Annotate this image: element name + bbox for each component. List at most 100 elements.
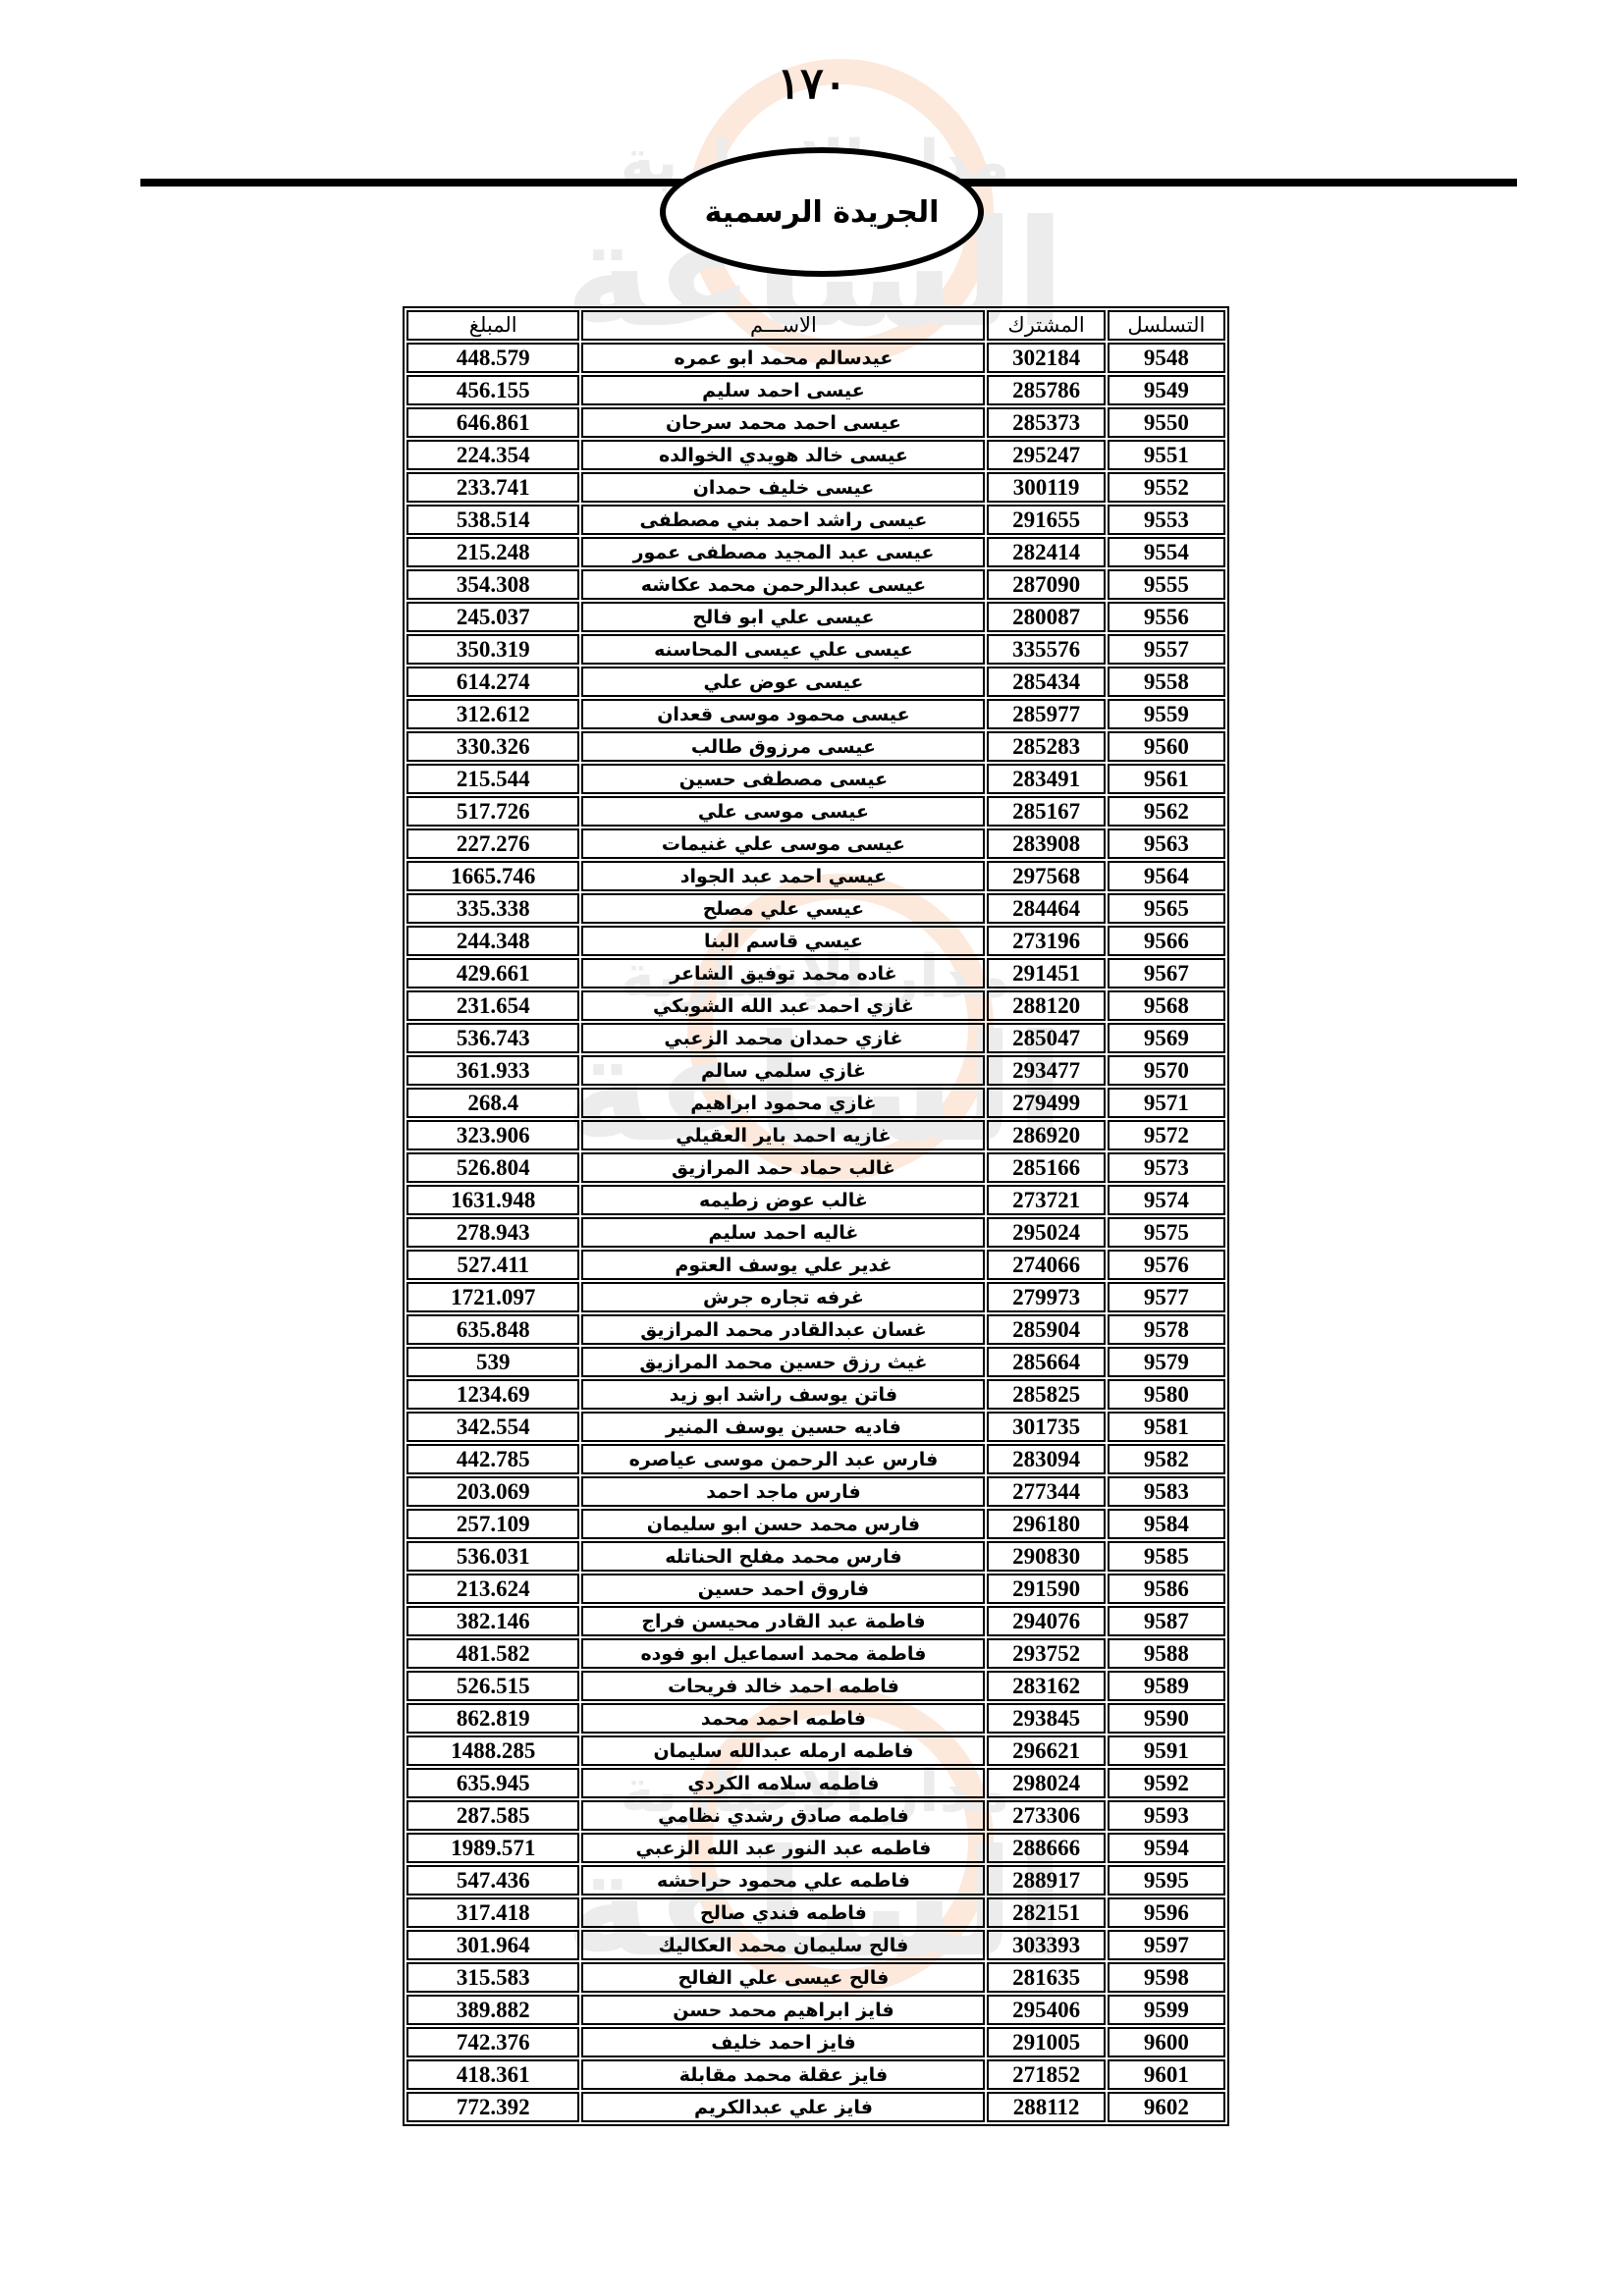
table-row: 9586 291590 فاروق احمد حسين 213.624 bbox=[406, 1574, 1225, 1604]
serial-cell: 9599 bbox=[1107, 1995, 1225, 2025]
name-cell: عيسى علي ابو فالح bbox=[581, 602, 986, 632]
name-cell: فاطمة عبد القادر محيسن فراج bbox=[581, 1606, 986, 1636]
subscriber-cell: 291590 bbox=[987, 1574, 1106, 1604]
subscriber-cell: 280087 bbox=[987, 602, 1106, 632]
table-row: 9601 271852 فايز عقلة محمد مقابلة 418.361 bbox=[406, 2059, 1225, 2090]
name-cell: عيسى موسى علي bbox=[581, 796, 986, 827]
name-cell: فاطمه فندي صالح bbox=[581, 1897, 986, 1928]
table-row: 9549 285786 عيسى احمد سليم 456.155 bbox=[406, 375, 1225, 405]
subscriber-cell: 285977 bbox=[987, 699, 1106, 729]
serial-cell: 9600 bbox=[1107, 2027, 1225, 2057]
table-row: 9589 283162 فاطمه احمد خالد فريحات 526.515 bbox=[406, 1671, 1225, 1701]
serial-cell: 9561 bbox=[1107, 764, 1225, 794]
serial-cell: 9548 bbox=[1107, 343, 1225, 373]
table-row: 9602 288112 فايز علي عبدالكريم 772.392 bbox=[406, 2092, 1225, 2122]
table-row: 9550 285373 عيسى احمد محمد سرحان 646.861 bbox=[406, 407, 1225, 438]
amount-cell: 526.515 bbox=[406, 1671, 580, 1701]
table-row: 9573 285166 غالب حماد حمد المرازيق 526.804 bbox=[406, 1152, 1225, 1183]
serial-cell: 9593 bbox=[1107, 1800, 1225, 1831]
table-row: 9551 295247 عيسى خالد هويدي الخوالده 224.35… bbox=[406, 440, 1225, 470]
name-cell: فاطمه احمد خالد فريحات bbox=[581, 1671, 986, 1701]
amount-cell: 1488.285 bbox=[406, 1735, 580, 1766]
amount-cell: 418.361 bbox=[406, 2059, 580, 2090]
subscriber-cell: 302184 bbox=[987, 343, 1106, 373]
amount-cell: 538.514 bbox=[406, 505, 580, 535]
name-cell: عيسى راشد احمد بني مصطفى bbox=[581, 505, 986, 535]
name-cell: عيسى احمد سليم bbox=[581, 375, 986, 405]
subscriber-cell: 291005 bbox=[987, 2027, 1106, 2057]
name-cell: فاطمه صادق رشدي نظامي bbox=[581, 1800, 986, 1831]
name-cell: غيث رزق حسين محمد المرازيق bbox=[581, 1347, 986, 1377]
table-row: 9570 293477 غازي سلمي سالم 361.933 bbox=[406, 1055, 1225, 1086]
name-cell: غالب عوض زطيمه bbox=[581, 1185, 986, 1215]
table-row: 9548 302184 عيدسالم محمد ابو عمره 448.579 bbox=[406, 343, 1225, 373]
subscriber-cell: 290830 bbox=[987, 1541, 1106, 1572]
subscriber-cell: 279973 bbox=[987, 1282, 1106, 1312]
name-cell: غازي سلمي سالم bbox=[581, 1055, 986, 1086]
name-cell: غاليه احمد سليم bbox=[581, 1217, 986, 1248]
serial-cell: 9598 bbox=[1107, 1962, 1225, 1993]
amount-cell: 227.276 bbox=[406, 828, 580, 859]
table-row: 9575 295024 غاليه احمد سليم 278.943 bbox=[406, 1217, 1225, 1248]
serial-cell: 9584 bbox=[1107, 1509, 1225, 1539]
amount-cell: 354.308 bbox=[406, 569, 580, 600]
subscriber-cell: 300119 bbox=[987, 472, 1106, 503]
subscriber-cell: 293477 bbox=[987, 1055, 1106, 1086]
name-cell: فالح عيسى علي الفالح bbox=[581, 1962, 986, 1993]
subscriber-cell: 296180 bbox=[987, 1509, 1106, 1539]
name-cell: فارس عبد الرحمن موسى عياصره bbox=[581, 1444, 986, 1474]
amount-cell: 527.411 bbox=[406, 1250, 580, 1280]
table-row: 9588 293752 فاطمة محمد اسماعيل ابو فوده 481… bbox=[406, 1638, 1225, 1669]
subscriber-cell: 291451 bbox=[987, 958, 1106, 988]
serial-cell: 9585 bbox=[1107, 1541, 1225, 1572]
name-cell: عيسي احمد عبد الجواد bbox=[581, 861, 986, 891]
serial-cell: 9572 bbox=[1107, 1120, 1225, 1150]
amount-cell: 330.326 bbox=[406, 731, 580, 762]
subscriber-cell: 295247 bbox=[987, 440, 1106, 470]
subscriber-cell: 282414 bbox=[987, 537, 1106, 567]
amount-cell: 1234.69 bbox=[406, 1379, 580, 1410]
table-row: 9592 298024 فاطمه سلامه الكردي 635.945 bbox=[406, 1768, 1225, 1798]
subscriber-cell: 291655 bbox=[987, 505, 1106, 535]
subscriber-cell: 285664 bbox=[987, 1347, 1106, 1377]
table-row: 9568 288120 غازي احمد عبد الله الشوبكي 231.… bbox=[406, 990, 1225, 1021]
name-cell: عيدسالم محمد ابو عمره bbox=[581, 343, 986, 373]
table-row: 9571 279499 غازي محمود ابراهيم 268.4 bbox=[406, 1088, 1225, 1118]
serial-cell: 9575 bbox=[1107, 1217, 1225, 1248]
table-row: 9556 280087 عيسى علي ابو فالح 245.037 bbox=[406, 602, 1225, 632]
amount-cell: 635.945 bbox=[406, 1768, 580, 1798]
subscriber-cell: 335576 bbox=[987, 634, 1106, 665]
subscriber-cell: 285434 bbox=[987, 667, 1106, 697]
amount-cell: 382.146 bbox=[406, 1606, 580, 1636]
subscriber-cell: 281635 bbox=[987, 1962, 1106, 1993]
name-cell: غازي محمود ابراهيم bbox=[581, 1088, 986, 1118]
serial-cell: 9555 bbox=[1107, 569, 1225, 600]
name-cell: غاده محمد توفيق الشاعر bbox=[581, 958, 986, 988]
subscriber-cell: 285166 bbox=[987, 1152, 1106, 1183]
table-row: 9596 282151 فاطمه فندي صالح 317.418 bbox=[406, 1897, 1225, 1928]
subscriber-cell: 293752 bbox=[987, 1638, 1106, 1669]
serial-cell: 9592 bbox=[1107, 1768, 1225, 1798]
col-name: الاســـم bbox=[581, 310, 986, 341]
name-cell: عيسى عبد المجيد مصطفى عمور bbox=[581, 537, 986, 567]
serial-cell: 9590 bbox=[1107, 1703, 1225, 1734]
amount-cell: 301.964 bbox=[406, 1930, 580, 1960]
amount-cell: 312.612 bbox=[406, 699, 580, 729]
serial-cell: 9589 bbox=[1107, 1671, 1225, 1701]
subscriber-cell: 286920 bbox=[987, 1120, 1106, 1150]
serial-cell: 9569 bbox=[1107, 1023, 1225, 1053]
subscriber-cell: 285825 bbox=[987, 1379, 1106, 1410]
name-cell: فارس محمد حسن ابو سليمان bbox=[581, 1509, 986, 1539]
name-cell: فاطمه سلامه الكردي bbox=[581, 1768, 986, 1798]
table-row: 9579 285664 غيث رزق حسين محمد المرازيق 539 bbox=[406, 1347, 1225, 1377]
serial-cell: 9595 bbox=[1107, 1865, 1225, 1896]
amount-cell: 244.348 bbox=[406, 926, 580, 956]
serial-cell: 9583 bbox=[1107, 1476, 1225, 1507]
table-row: 9576 274066 غدير علي يوسف العتوم 527.411 bbox=[406, 1250, 1225, 1280]
amount-cell: 203.069 bbox=[406, 1476, 580, 1507]
name-cell: فاطمه احمد محمد bbox=[581, 1703, 986, 1734]
name-cell: فايز احمد خليف bbox=[581, 2027, 986, 2057]
amount-cell: 323.906 bbox=[406, 1120, 580, 1150]
subscriber-cell: 293845 bbox=[987, 1703, 1106, 1734]
serial-cell: 9601 bbox=[1107, 2059, 1225, 2090]
